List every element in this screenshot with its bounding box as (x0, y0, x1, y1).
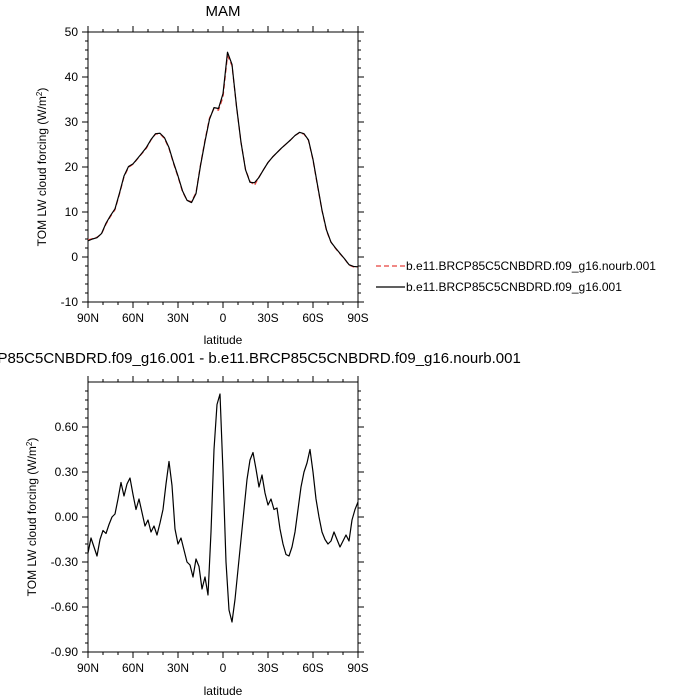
bottom-x-tick-label: 30N (167, 661, 189, 675)
bottom-axis-ticks: 90N 60N 30N 0 30S 60S 90S -0.90 -0.60 -0.30 0.00 0.… (51, 376, 369, 675)
top-y-tick-label: -10 (61, 295, 79, 309)
bottom-x-tick-label: 90S (347, 661, 368, 675)
bottom-panel: b.e11.BRCP85C5CNBDRD.f09_g16.001 - b.e11… (0, 350, 521, 698)
top-x-tick-label: 90S (347, 311, 368, 325)
top-x-tick-label: 30S (257, 311, 278, 325)
top-x-tick-label: 60S (302, 311, 323, 325)
bottom-x-tick-label: 60N (122, 661, 144, 675)
bottom-series-lines (87, 393, 359, 623)
legend: b.e11.BRCP85C5CNBDRD.f09_g16.nourb.001 b… (376, 259, 656, 294)
bottom-y-tick-label: 0.30 (55, 465, 79, 479)
top-y-tick-label: 40 (65, 70, 79, 84)
top-y-tick-label: 10 (65, 205, 79, 219)
top-x-tick-label: 90N (77, 311, 99, 325)
top-y-tick-label: 50 (65, 25, 79, 39)
top-x-tick-label: 0 (220, 311, 227, 325)
bottom-y-tick-label: 0.60 (55, 420, 79, 434)
top-y-tick-label: 20 (65, 160, 79, 174)
bottom-y-tick-label: -0.90 (51, 645, 79, 659)
top-x-axis-label: latitude (204, 333, 243, 347)
legend-label-control: b.e11.BRCP85C5CNBDRD.f09_g16.001 (406, 280, 622, 294)
top-series-line-1 (87, 51, 359, 268)
bottom-y-axis-label: TOM LW cloud forcing (W/m2) (25, 438, 40, 597)
top-x-tick-label: 30N (167, 311, 189, 325)
top-panel: MAM 90N 60N 30N 0 30S 60S 90S -10 0 10 20 30 40 50 la… (35, 3, 657, 347)
bottom-x-tick-label: 60S (302, 661, 323, 675)
top-panel-title: MAM (206, 3, 241, 20)
bottom-y-tick-label: -0.60 (51, 600, 79, 614)
top-series-lines (87, 51, 359, 268)
top-x-tick-label: 60N (122, 311, 144, 325)
top-y-axis-label: TOM LW cloud forcing (W/m2) (35, 88, 50, 247)
bottom-panel-title: b.e11.BRCP85C5CNBDRD.f09_g16.001 - b.e11… (0, 350, 521, 367)
bottom-x-tick-label: 0 (220, 661, 227, 675)
top-axis-ticks: 90N 60N 30N 0 30S 60S 90S -10 0 10 20 30 40 50 (61, 25, 369, 325)
top-y-tick-label: 30 (65, 115, 79, 129)
top-series-line-0 (87, 55, 359, 268)
bottom-y-tick-label: 0.00 (55, 510, 79, 524)
top-y-tick-label: 0 (71, 250, 78, 264)
bottom-series-line-0 (87, 393, 359, 623)
legend-label-nourb: b.e11.BRCP85C5CNBDRD.f09_g16.nourb.001 (406, 259, 656, 273)
bottom-x-tick-label: 30S (257, 661, 278, 675)
bottom-x-tick-label: 90N (77, 661, 99, 675)
bottom-y-tick-label: -0.30 (51, 555, 79, 569)
bottom-x-axis-label: latitude (204, 684, 243, 698)
bottom-plot-frame (87, 381, 359, 653)
